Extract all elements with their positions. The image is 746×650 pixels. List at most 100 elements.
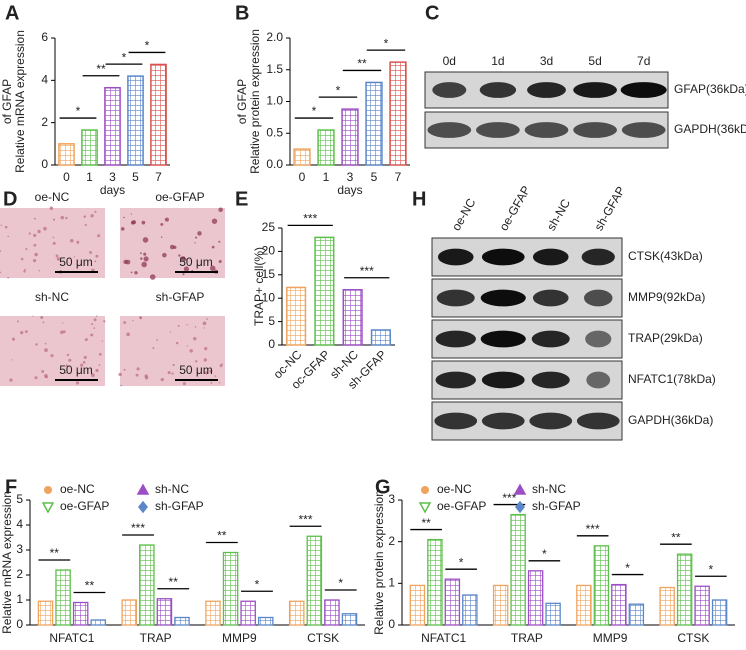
bar bbox=[444, 578, 461, 626]
sig-label: *** bbox=[502, 491, 516, 505]
x-tick-label: 1 bbox=[86, 170, 93, 184]
legend-label: oe-NC bbox=[60, 482, 95, 496]
stain-dot bbox=[16, 320, 19, 323]
stain-dot bbox=[130, 271, 133, 274]
stain-dot bbox=[149, 274, 156, 280]
x-tick-label: MMP9 bbox=[222, 631, 257, 645]
stain-dot bbox=[0, 271, 1, 274]
sig-label: ** bbox=[421, 516, 431, 530]
blot-band bbox=[584, 289, 613, 307]
y-tick-label: 4 bbox=[16, 517, 23, 531]
legend-label: sh-GFAP bbox=[532, 499, 581, 513]
stain-dot bbox=[35, 343, 38, 346]
stain-dot bbox=[52, 218, 56, 221]
stain-dot bbox=[182, 273, 185, 276]
stain-dot bbox=[9, 378, 13, 382]
panel-label: F bbox=[5, 476, 17, 498]
panel-label: D bbox=[3, 188, 17, 210]
sig-label: * bbox=[625, 561, 630, 575]
stain-dot bbox=[49, 206, 54, 210]
blot-band bbox=[480, 330, 526, 348]
stain-dot bbox=[32, 259, 37, 263]
stain-dot bbox=[24, 330, 28, 334]
sig-label: ** bbox=[96, 62, 106, 76]
stain-dot bbox=[90, 214, 94, 218]
stain-dot bbox=[91, 323, 94, 326]
stain-dot bbox=[84, 223, 87, 227]
blot-band bbox=[432, 82, 467, 98]
y-axis-label: of GFAP bbox=[0, 79, 14, 124]
x-tick-label: 1 bbox=[323, 170, 330, 184]
y-tick-label: 20 bbox=[262, 244, 276, 258]
sig-label: *** bbox=[131, 521, 145, 535]
y-tick-label: 2 bbox=[388, 534, 395, 548]
x-axis-label: days bbox=[100, 183, 125, 197]
bar bbox=[389, 61, 407, 166]
bar bbox=[427, 538, 443, 626]
x-tick-label: 3 bbox=[347, 170, 354, 184]
bar bbox=[150, 63, 167, 166]
stain-dot bbox=[211, 218, 218, 224]
blot-band bbox=[573, 122, 617, 138]
blot-row-label: CTSK(43kDa) bbox=[628, 249, 703, 263]
legend-marker bbox=[515, 500, 525, 514]
stain-dot bbox=[143, 252, 147, 256]
legend-label: oe-NC bbox=[437, 482, 472, 496]
y-tick-label: 1.0 bbox=[266, 94, 283, 108]
stain-dot bbox=[191, 269, 193, 272]
bar bbox=[527, 570, 544, 626]
legend-label: sh-GFAP bbox=[155, 499, 204, 513]
bar bbox=[72, 601, 89, 626]
bar bbox=[37, 600, 54, 626]
y-tick-label: 0.0 bbox=[266, 157, 283, 171]
blot-row-label: GAPDH(36kDa) bbox=[628, 413, 713, 427]
y-axis-label: TRAP+ cell(%) bbox=[252, 247, 266, 326]
bar bbox=[611, 583, 627, 626]
stain-dot bbox=[52, 236, 55, 239]
stain-dot bbox=[52, 241, 56, 245]
stain-dot bbox=[55, 254, 59, 258]
micrograph bbox=[0, 208, 105, 278]
stain-dot bbox=[83, 215, 87, 218]
stain-dot bbox=[11, 359, 13, 361]
y-tick-label: 2.0 bbox=[266, 30, 283, 44]
stain-dot bbox=[183, 266, 190, 272]
bar bbox=[676, 553, 693, 626]
y-tick-label: 0 bbox=[268, 337, 275, 351]
blot-column-label: 5d bbox=[588, 54, 601, 68]
stain-dot bbox=[34, 376, 38, 380]
y-axis-label: of GFAP bbox=[235, 79, 249, 124]
stain-dot bbox=[33, 217, 36, 220]
stain-dot bbox=[130, 220, 135, 225]
stain-dot bbox=[68, 358, 72, 362]
stain-dot bbox=[33, 243, 37, 247]
blot-column-label: 3d bbox=[540, 54, 553, 68]
stain-dot bbox=[7, 276, 10, 279]
x-tick-label: 3 bbox=[109, 170, 116, 184]
stain-dot bbox=[123, 216, 125, 219]
bar bbox=[81, 129, 98, 166]
panel-label: A bbox=[5, 2, 19, 24]
panel-label: E bbox=[235, 188, 248, 210]
y-tick-label: 0 bbox=[16, 617, 23, 631]
legend-marker bbox=[41, 502, 55, 514]
sig-label: * bbox=[255, 577, 260, 591]
sig-label: * bbox=[542, 547, 547, 561]
sig-label: * bbox=[336, 83, 341, 97]
x-tick-label: TRAP bbox=[140, 631, 172, 645]
stain-dot bbox=[93, 318, 97, 322]
bar bbox=[314, 236, 335, 346]
stain-dot bbox=[186, 324, 188, 326]
bar bbox=[90, 619, 107, 626]
blot-band bbox=[620, 82, 667, 98]
stain-dot bbox=[194, 326, 197, 328]
y-tick-label: 25 bbox=[262, 220, 276, 234]
stain-dot bbox=[28, 232, 31, 235]
bar bbox=[174, 616, 190, 626]
y-tick-label: 1 bbox=[388, 576, 395, 590]
blot-band bbox=[527, 82, 566, 98]
stain-dot bbox=[38, 269, 41, 272]
blot-column-label: oe-NC bbox=[449, 196, 479, 233]
blot-band bbox=[436, 289, 475, 307]
